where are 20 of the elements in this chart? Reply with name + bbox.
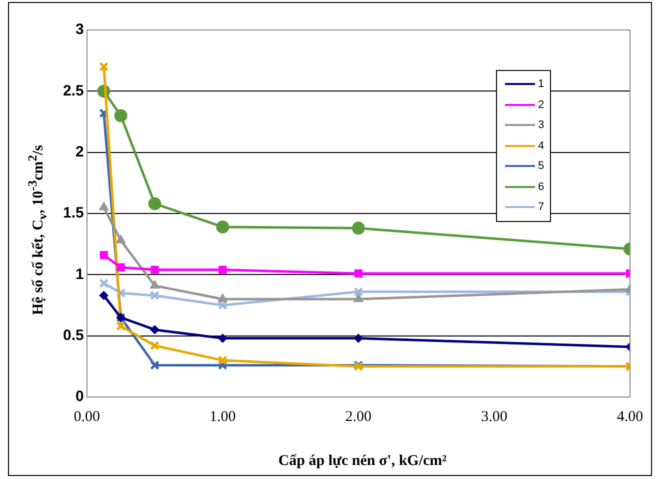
y-tick-label: 0 [76,388,84,406]
legend-label: 2 [538,98,544,111]
y-tick-label: 1 [76,266,84,283]
x-tick-label: 4.00 [616,408,644,425]
y-tick-label: 1.5 [62,204,84,222]
y-tick-label: 2.5 [62,82,84,100]
y-tick-label: 3 [76,21,84,38]
x-tick-label: 1.00 [210,408,236,425]
y-tick-label: 2 [76,143,84,160]
x-tick-label: 2.00 [345,408,372,425]
y-tick-label: 0.5 [62,326,84,344]
legend-label: 3 [538,119,544,132]
legend-label: 4 [538,140,544,152]
legend-label: 5 [538,160,544,172]
x-tick-label: 3.00 [481,408,508,425]
legend-label: 6 [538,180,544,193]
x-tick-label: 0.00 [74,408,100,425]
legend-label: 1 [538,78,544,90]
legend-label: 7 [538,201,544,214]
x-axis-title: Cấp áp lực nén σ', kG/cm² [277,453,448,470]
